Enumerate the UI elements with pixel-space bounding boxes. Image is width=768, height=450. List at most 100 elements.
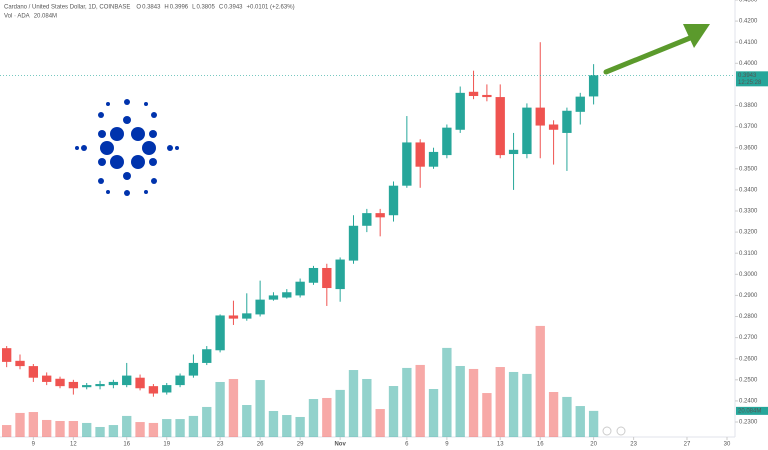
x-tick-label: 13 <box>497 442 504 448</box>
candle-body <box>95 384 105 387</box>
candle-body <box>428 151 439 167</box>
trend-arrow <box>603 24 710 75</box>
volume-bar <box>415 364 425 437</box>
ohlc-label: C <box>219 5 224 11</box>
symbol-title: Cardano / United States Dollar, 1D, COIN… <box>4 5 130 11</box>
volume-bars <box>2 325 599 437</box>
candle-body <box>122 375 132 386</box>
y-tick-label: 0.4100 <box>739 40 758 46</box>
volume-bar <box>162 419 172 437</box>
volume-bar <box>268 410 279 437</box>
volume-bar <box>495 367 505 437</box>
event-icon[interactable] <box>616 426 626 436</box>
candle-body <box>508 149 519 155</box>
volume-bar <box>562 396 572 437</box>
volume-bar <box>255 380 265 437</box>
candle-body <box>388 185 399 216</box>
volume-bar <box>428 389 439 437</box>
candle-body <box>242 313 252 319</box>
candle-body <box>268 295 279 300</box>
candle-body <box>282 292 292 298</box>
volume-bar <box>28 412 39 437</box>
y-tick-label: 0.3800 <box>739 103 758 109</box>
candle-body <box>162 385 172 393</box>
volume-bar <box>402 367 412 437</box>
candle-body <box>402 142 412 186</box>
x-tick-label: 26 <box>257 442 264 448</box>
candle-body <box>348 225 359 261</box>
volume-bar <box>188 415 199 437</box>
y-tick-label: 0.4000 <box>739 61 758 67</box>
volume-bar <box>15 412 25 437</box>
candle-body <box>442 127 452 156</box>
candle-body <box>175 375 185 386</box>
x-tick-label: 9 <box>32 442 36 448</box>
y-tick-label: 0.3100 <box>739 251 758 257</box>
ohlc-value: 0.3943 <box>224 5 243 11</box>
price-label-box <box>736 71 768 87</box>
x-tick-label: 20 <box>590 442 597 448</box>
volume-bar <box>455 365 465 437</box>
volume-bar <box>508 371 519 437</box>
candle-body <box>415 142 425 167</box>
y-tick-label: 0.4300 <box>739 0 758 4</box>
volume-title: Vol · ADA <box>4 14 30 20</box>
volume-bar <box>588 410 599 437</box>
cardano-logo <box>75 99 179 196</box>
volume-bar <box>228 378 239 437</box>
volume-bar <box>535 325 545 437</box>
candle-body <box>482 94 492 98</box>
volume-bar <box>522 373 532 437</box>
y-tick-label: 0.3300 <box>739 209 758 215</box>
volume-bar <box>95 426 105 437</box>
y-tick-label: 0.2500 <box>739 377 758 383</box>
candle-body <box>215 315 225 351</box>
volume-label: 20.084M <box>738 408 761 414</box>
volume-bar <box>442 347 452 437</box>
x-tick-label: Nov <box>334 442 346 448</box>
volume-bar <box>322 397 332 437</box>
candle-body <box>522 107 532 155</box>
candle-body <box>15 360 25 367</box>
candle-body <box>495 97 505 156</box>
candle-body <box>455 92 465 130</box>
y-tick-label: 0.3000 <box>739 272 758 278</box>
volume-bar <box>202 406 212 437</box>
candle-body <box>468 91 479 97</box>
candle-body <box>295 281 305 296</box>
volume-bar <box>175 419 185 437</box>
candle-body <box>322 267 332 289</box>
y-tick-label: 0.2700 <box>739 335 758 341</box>
candle-body <box>135 377 145 389</box>
volume-bar <box>468 368 479 437</box>
volume-bar <box>135 422 145 437</box>
x-tick-label: 16 <box>123 442 130 448</box>
event-icon[interactable] <box>602 426 612 436</box>
volume-bar <box>362 378 372 437</box>
volume-bar <box>282 415 292 437</box>
y-tick-label: 0.3600 <box>739 145 758 151</box>
candle-body <box>228 315 239 319</box>
candle-body <box>108 381 119 386</box>
volume-bar <box>108 425 119 437</box>
x-tick-label: 19 <box>163 442 170 448</box>
x-tick-label: 29 <box>297 442 304 448</box>
candle-body <box>575 96 585 112</box>
volume-bar <box>122 415 132 437</box>
y-tick-label: 0.2400 <box>739 398 758 404</box>
volume-bar <box>148 422 159 437</box>
y-tick-label: 0.3200 <box>739 230 758 236</box>
volume-bar <box>308 399 319 437</box>
x-tick-label: 6 <box>405 442 409 448</box>
candle-body <box>82 385 92 388</box>
x-tick-label: 9 <box>445 442 449 448</box>
y-tick-label: 0.3400 <box>739 187 758 193</box>
candle-body <box>335 259 345 290</box>
price-label: 0.3943 <box>738 73 757 79</box>
volume-bar <box>482 393 492 437</box>
ohlc-value: 0.3843 <box>142 5 161 11</box>
candle-body <box>68 381 79 389</box>
volume-bar <box>295 416 305 437</box>
y-tick-label: 0.3500 <box>739 166 758 172</box>
